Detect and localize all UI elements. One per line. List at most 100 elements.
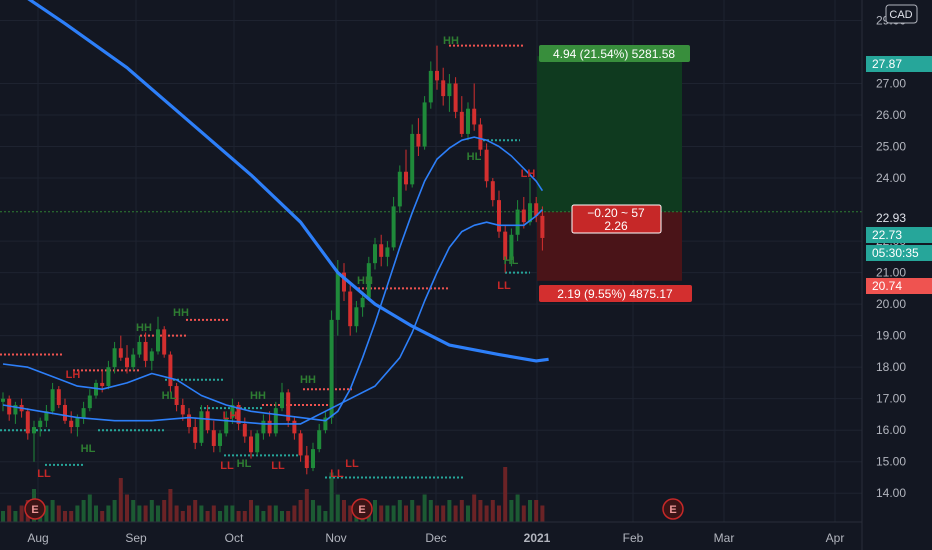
price-tag-label: 27.87 [872,57,902,71]
candle-body [50,389,55,412]
volume-bar [125,494,129,522]
candle-body [193,427,198,443]
candle-body [100,382,105,387]
volume-bar [453,505,458,522]
volume-bar [503,467,508,522]
volume-bar [292,505,297,522]
currency-label: CAD [889,9,912,21]
candle-body [453,83,458,112]
pivot-label-ll: LL [345,458,359,470]
pivot-label-hh: HH [443,35,459,47]
volume-bar [156,505,160,522]
candle-body [342,272,346,292]
volume-bar [19,505,24,522]
candle-body [162,329,167,355]
candle-body [255,433,260,453]
volume-bar [236,511,241,522]
x-tick-label: Sep [125,531,147,545]
volume-bar [94,505,98,522]
volume-bar [311,500,315,522]
volume-bar [1,511,5,522]
earnings-marker-label: E [358,504,365,516]
candle-body [385,247,390,257]
y-tick-label: 15.00 [876,455,906,469]
volume-bar [410,500,415,522]
candle-body [515,209,520,235]
candle-body [249,436,253,453]
volume-bar [205,511,210,522]
candle-body [509,234,514,260]
candle-body [267,420,272,434]
pivot-label-lh: LH [223,410,238,422]
volume-bar [329,472,334,522]
candle-body [44,411,49,421]
volume-bar [428,500,433,522]
pivot-label-ll: LL [220,460,234,472]
candle-body [32,427,36,434]
volume-bar [509,500,514,522]
candle-body [428,70,433,103]
volume-bar [416,505,421,522]
candle-body [38,420,43,428]
volume-bar [7,505,12,522]
risk-reward-box[interactable] [571,204,662,234]
candle-body [441,80,446,97]
volume-bar [335,494,340,522]
volume-bar [472,494,477,522]
volume-bar [149,500,154,522]
volume-bar [106,505,111,522]
volume-bar [187,505,191,522]
volume-bar [379,505,384,522]
volume-bar [497,505,501,522]
y-tick-label: 24.00 [876,171,906,185]
currency-button[interactable] [885,4,918,24]
candle-body [81,408,86,418]
candle-body [242,423,247,437]
candle-body [466,108,470,134]
volume-bar [168,489,173,522]
price-tag-label: 22.93 [876,211,906,225]
candle-body [366,263,371,298]
candle-body [410,133,415,185]
volume-bar [540,505,545,522]
earnings-marker-label: E [669,504,676,516]
y-tick-label: 16.00 [876,423,906,437]
price-tag [866,227,932,243]
price-axis[interactable] [862,0,932,550]
candle-body [292,420,297,434]
y-tick-label: 20.00 [876,297,906,311]
price-tag [866,245,932,261]
candle-body [447,83,452,97]
candle-body [329,319,334,418]
price-tag-label: 05:30:35 [872,246,919,260]
candle-body [373,244,377,264]
candle-body [484,149,489,182]
volume-bar [397,500,402,522]
earnings-icon[interactable] [351,498,373,520]
volume-bar [224,505,229,522]
candle-body [472,108,477,125]
volume-bar [435,505,439,522]
pivot-label-lh: LH [521,168,536,180]
earnings-icon[interactable] [24,498,46,520]
candle-body [422,102,427,147]
candle-body [490,181,495,201]
volume-bar [50,500,55,522]
volume-bar [459,500,464,522]
volume-bar [193,500,198,522]
volume-bar [143,505,148,522]
candle-body [286,392,291,421]
candle-body [75,417,80,428]
candle-body [397,171,402,207]
volume-bar [521,505,526,522]
risk-reward-ratio: 2.26 [604,219,628,233]
pivot-label-hh: HH [136,322,152,334]
volume-bar [131,500,136,522]
pivot-label-hh: HH [357,275,373,287]
candle-body [261,420,266,434]
volume-bar [267,505,272,522]
moving-average-fast-line [2,209,543,425]
earnings-icon[interactable] [662,498,684,520]
candle-body [298,433,303,456]
